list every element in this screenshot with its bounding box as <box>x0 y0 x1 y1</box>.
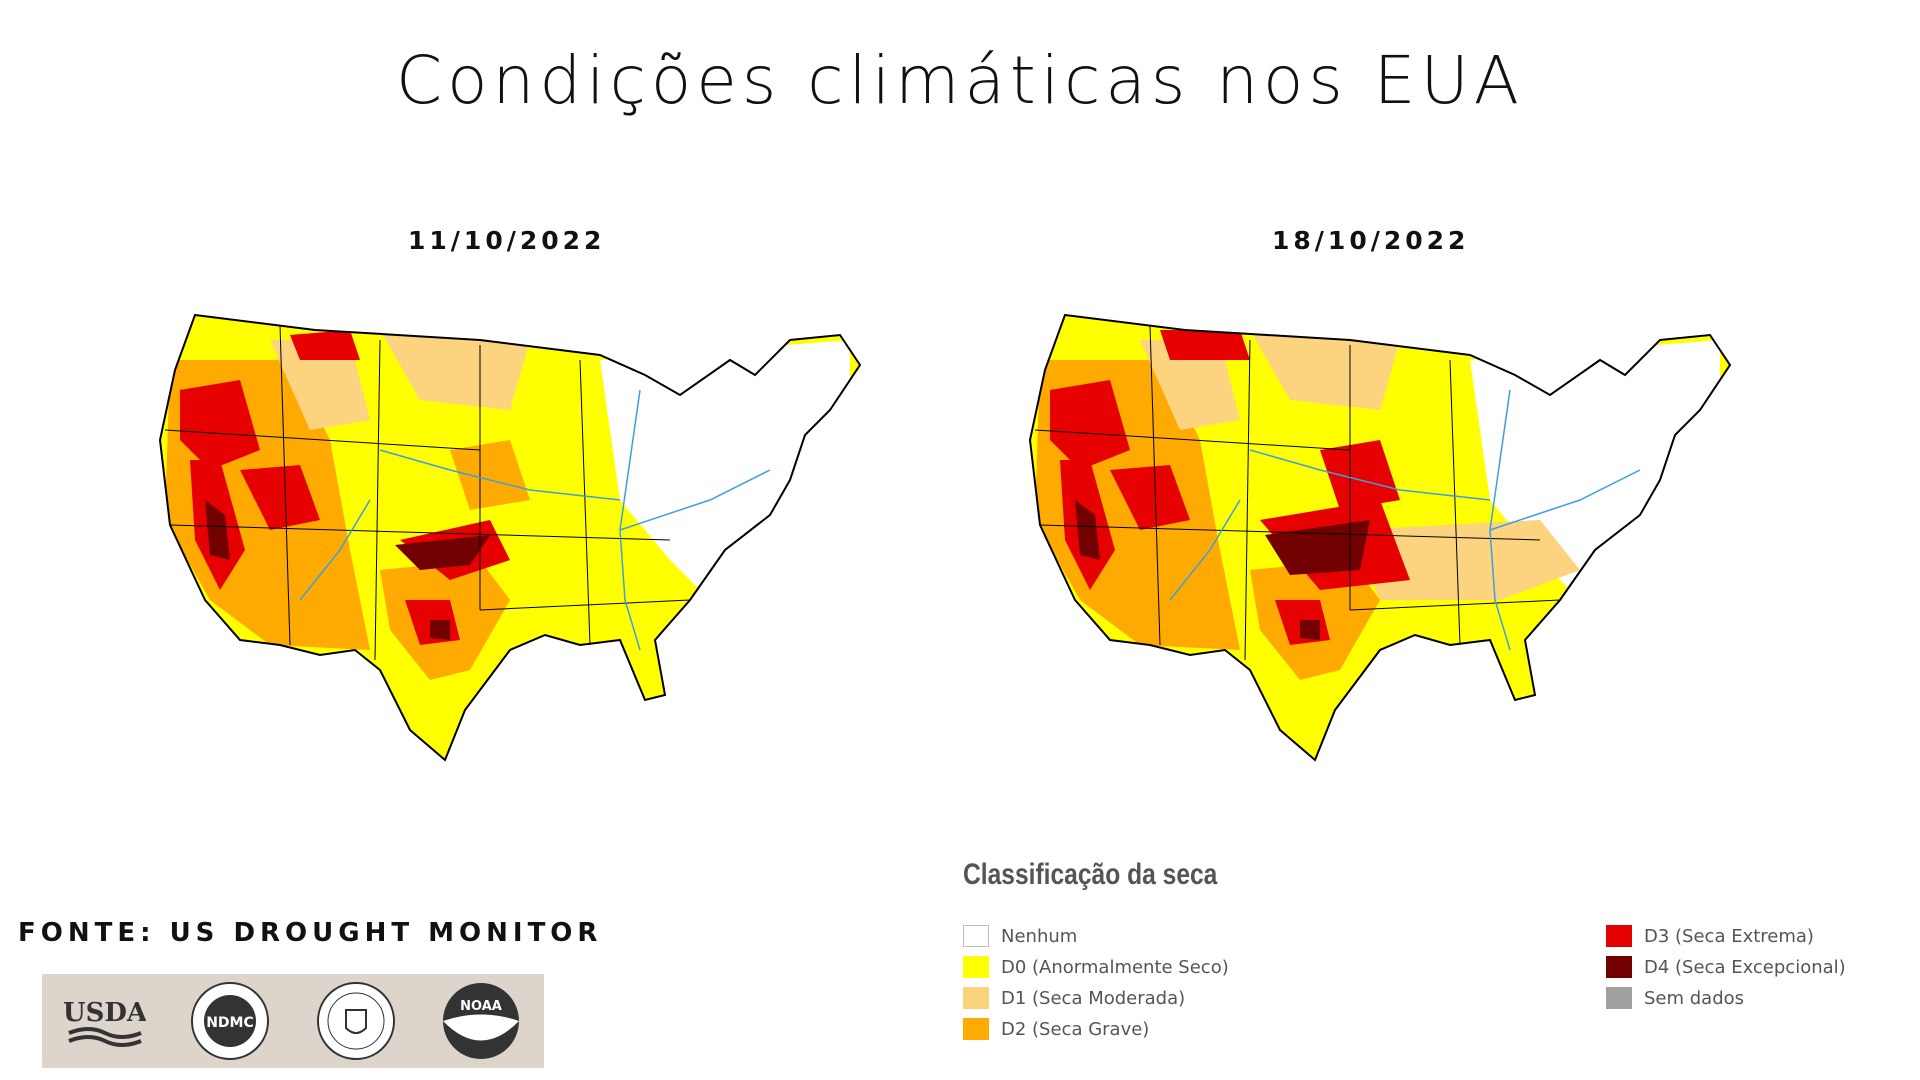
legend-swatch <box>1606 987 1632 1009</box>
noaa-logo: NOAA <box>440 980 522 1062</box>
ndmc-logo: NDMC <box>189 980 271 1062</box>
svg-text:NDMC: NDMC <box>206 1015 254 1031</box>
legend-item-none: Nenhum <box>963 925 1077 947</box>
page-title: Condições climáticas nos EUA <box>396 42 1524 119</box>
legend-item-d4: D4 (Seca Excepcional) <box>1606 956 1846 978</box>
legend-item-d2: D2 (Seca Grave) <box>963 1018 1149 1040</box>
legend-swatch <box>963 956 989 978</box>
map-date-right: 18/10/2022 <box>1272 226 1470 255</box>
svg-text:NOAA: NOAA <box>460 999 502 1014</box>
legend-swatch <box>963 925 989 947</box>
legend-item-no-data: Sem dados <box>1606 987 1744 1009</box>
legend-swatch <box>963 987 989 1009</box>
doc-seal-logo <box>315 980 397 1062</box>
legend-swatch <box>1606 925 1632 947</box>
drought-map-left <box>150 300 910 795</box>
legend-item-d3: D3 (Seca Extrema) <box>1606 925 1814 947</box>
partner-logos: USDA NDMC NOAA <box>42 974 544 1068</box>
svg-text:USDA: USDA <box>64 998 146 1028</box>
legend-swatch <box>963 1018 989 1040</box>
legend-title: Classificação da seca <box>963 858 1218 891</box>
legend-swatch <box>1606 956 1632 978</box>
map-date-left: 11/10/2022 <box>408 226 606 255</box>
source-label: FONTE: US DROUGHT MONITOR <box>18 918 603 948</box>
legend-item-d1: D1 (Seca Moderada) <box>963 987 1185 1009</box>
usda-logo: USDA <box>64 980 146 1062</box>
legend-item-d0: D0 (Anormalmente Seco) <box>963 956 1229 978</box>
drought-map-right <box>1020 300 1780 795</box>
